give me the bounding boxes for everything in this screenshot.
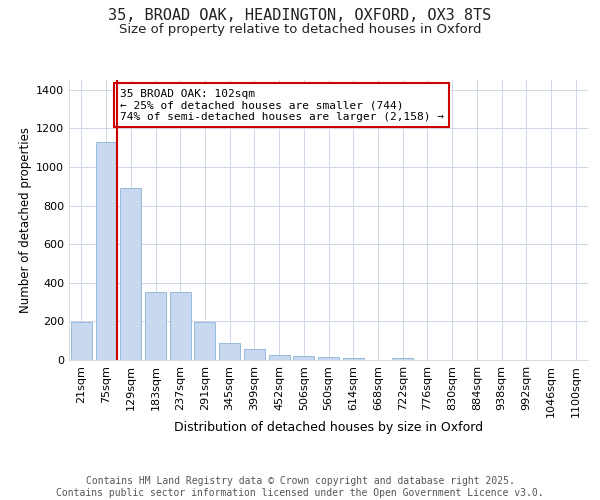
Bar	[244, 350, 265, 360]
Bar	[269, 355, 290, 360]
Bar	[71, 322, 92, 360]
Text: 35, BROAD OAK, HEADINGTON, OXFORD, OX3 8TS: 35, BROAD OAK, HEADINGTON, OXFORD, OX3 8…	[109, 8, 491, 22]
Y-axis label: Number of detached properties: Number of detached properties	[19, 127, 32, 313]
Text: Contains HM Land Registry data © Crown copyright and database right 2025.
Contai: Contains HM Land Registry data © Crown c…	[56, 476, 544, 498]
Bar	[343, 358, 364, 360]
Bar	[145, 292, 166, 360]
Bar	[95, 142, 116, 360]
Bar	[293, 356, 314, 360]
Text: 35 BROAD OAK: 102sqm
← 25% of detached houses are smaller (744)
74% of semi-deta: 35 BROAD OAK: 102sqm ← 25% of detached h…	[119, 88, 443, 122]
Bar	[170, 292, 191, 360]
Bar	[194, 322, 215, 360]
Bar	[318, 357, 339, 360]
Bar	[392, 358, 413, 360]
Text: Size of property relative to detached houses in Oxford: Size of property relative to detached ho…	[119, 22, 481, 36]
X-axis label: Distribution of detached houses by size in Oxford: Distribution of detached houses by size …	[174, 421, 483, 434]
Bar	[219, 342, 240, 360]
Bar	[120, 188, 141, 360]
